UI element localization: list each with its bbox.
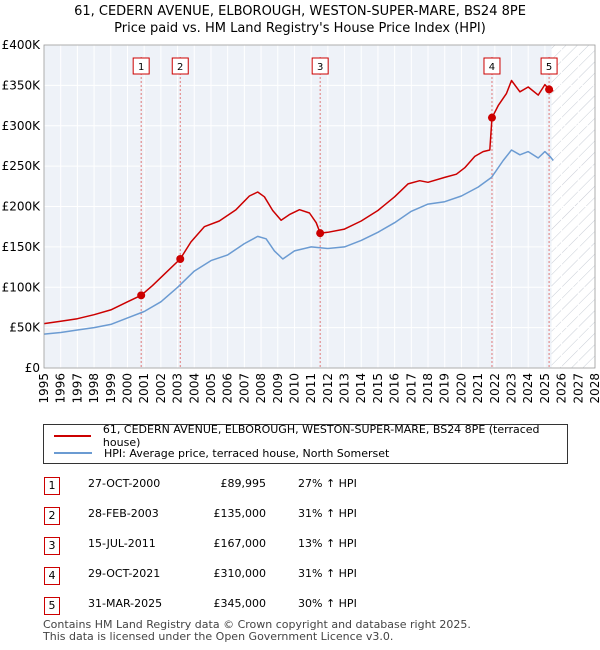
- x-tick-label: 1995: [37, 373, 51, 404]
- y-tick-label: £100K: [2, 280, 42, 294]
- sale-number-label: 1: [138, 62, 144, 73]
- sale-number-badge: 4: [44, 567, 60, 585]
- chart-title: 61, CEDERN AVENUE, ELBOROUGH, WESTON-SUP…: [74, 4, 526, 19]
- sale-date: 28-FEB-2003: [88, 507, 159, 520]
- x-tick-label: 2025: [538, 373, 552, 404]
- legend-label-hpi: HPI: Average price, terraced house, Nort…: [104, 446, 390, 460]
- sale-number-label: 3: [317, 62, 323, 73]
- legend-swatch-hpi: [54, 452, 92, 454]
- x-tick-label: 2003: [171, 373, 185, 404]
- sale-hpi-change: 31% ↑ HPI: [298, 507, 357, 520]
- sale-number-badge: 1: [44, 477, 60, 495]
- x-tick-label: 2026: [555, 373, 569, 404]
- sale-number-box: [171, 57, 189, 75]
- sale-number-label: 5: [546, 62, 552, 73]
- y-tick-label: £200K: [2, 200, 42, 214]
- x-tick-label: 2013: [338, 373, 352, 404]
- x-tick-label: 2000: [120, 373, 134, 404]
- legend-item-property: 61, CEDERN AVENUE, ELBOROUGH, WESTON-SUP…: [54, 423, 567, 449]
- sale-date: 27-OCT-2000: [88, 477, 161, 490]
- x-tick-label: 2017: [404, 373, 418, 404]
- legend-swatch-property: [54, 435, 91, 437]
- sale-number-box: [132, 57, 150, 75]
- legend-item-hpi: HPI: Average price, terraced house, Nort…: [54, 445, 389, 461]
- x-tick-label: 2019: [438, 373, 452, 404]
- sale-price: £310,000: [213, 567, 267, 580]
- y-tick-label: £0: [25, 361, 40, 375]
- x-tick-label: 1999: [104, 373, 118, 404]
- sale-date: 31-MAR-2025: [88, 597, 163, 610]
- sale-number-box: [483, 57, 501, 75]
- x-tick-label: 2020: [454, 373, 468, 404]
- y-tick-label: £400K: [2, 38, 42, 52]
- x-tick-label: 2027: [571, 373, 585, 404]
- x-tick-label: 2010: [287, 373, 301, 404]
- x-tick-label: 2007: [237, 373, 251, 404]
- x-tick-label: 2015: [371, 373, 385, 404]
- sale-row: 5 31-MAR-2025 £345,000 30% ↑ HPI: [44, 592, 464, 622]
- x-tick-label: 1998: [87, 373, 101, 404]
- x-tick-label: 2024: [521, 373, 535, 404]
- x-tick-label: 2006: [221, 373, 235, 404]
- sale-number-box: [540, 57, 558, 75]
- x-tick-label: 1996: [54, 373, 68, 404]
- sale-date: 29-OCT-2021: [88, 567, 161, 580]
- x-tick-label: 2028: [588, 373, 600, 404]
- x-tick-label: 2016: [388, 373, 402, 404]
- y-tick-label: £50K: [9, 321, 41, 335]
- x-tick-label: 2012: [321, 373, 335, 404]
- sale-point: [487, 113, 496, 122]
- x-tick-label: 2022: [488, 373, 502, 404]
- legend-label-property: 61, CEDERN AVENUE, ELBOROUGH, WESTON-SUP…: [102, 423, 540, 449]
- x-tick-label: 2001: [137, 373, 151, 404]
- sale-price: £345,000: [213, 597, 267, 610]
- x-tick-label: 1997: [70, 373, 84, 404]
- sale-number-box: [311, 57, 329, 75]
- sale-point: [545, 85, 554, 94]
- sale-hpi-change: 30% ↑ HPI: [298, 597, 357, 610]
- x-tick-label: 2008: [254, 373, 268, 404]
- sale-number-label: 2: [177, 62, 183, 73]
- sale-row: 1 27-OCT-2000 £89,995 27% ↑ HPI: [44, 472, 464, 502]
- sale-hpi-change: 31% ↑ HPI: [298, 567, 357, 580]
- x-tick-label: 2023: [505, 373, 519, 404]
- footer-licence: This data is licensed under the Open Gov…: [43, 630, 394, 643]
- footer: Contains HM Land Registry data © Crown c…: [43, 619, 471, 643]
- sale-number-badge: 2: [44, 507, 60, 525]
- sale-hpi-change: 13% ↑ HPI: [298, 537, 357, 550]
- sale-number-badge: 3: [44, 537, 60, 555]
- sale-hpi-change: 27% ↑ HPI: [298, 477, 357, 490]
- sale-row: 3 15-JUL-2011 £167,000 13% ↑ HPI: [44, 532, 464, 562]
- x-tick-label: 2014: [354, 373, 368, 404]
- sale-price: £167,000: [213, 537, 267, 550]
- y-tick-label: £150K: [2, 240, 42, 254]
- sale-number-label: 4: [489, 62, 495, 73]
- x-tick-label: 2002: [154, 373, 168, 404]
- x-tick-label: 2009: [271, 373, 285, 404]
- sale-point: [137, 291, 146, 300]
- legend: 61, CEDERN AVENUE, ELBOROUGH, WESTON-SUP…: [43, 423, 568, 464]
- sale-row: 4 29-OCT-2021 £310,000 31% ↑ HPI: [44, 562, 464, 592]
- chart-subtitle: Price paid vs. HM Land Registry's House …: [114, 21, 486, 36]
- x-tick-label: 2004: [187, 373, 201, 404]
- x-tick-label: 2005: [204, 373, 218, 404]
- sale-row: 2 28-FEB-2003 £135,000 31% ↑ HPI: [44, 502, 464, 532]
- x-tick-label: 2018: [421, 373, 435, 404]
- sale-date: 15-JUL-2011: [88, 537, 156, 550]
- sales-table: 1 27-OCT-2000 £89,995 27% ↑ HPI 2 28-FEB…: [44, 472, 464, 622]
- sale-point: [316, 229, 325, 238]
- y-tick-label: £250K: [2, 159, 42, 173]
- sale-point: [176, 254, 185, 263]
- x-tick-label: 2021: [471, 373, 485, 404]
- chart-area: 1 2 3 4 5 £0 £50K £100K £150K £200K £250K £300K £35…: [2, 38, 600, 404]
- sale-price: £89,995: [220, 477, 267, 490]
- x-tick-label: 2011: [304, 373, 318, 404]
- sale-number-badge: 5: [44, 597, 60, 615]
- hpi-series-line: [43, 149, 554, 335]
- plot-frame: [43, 44, 596, 369]
- y-tick-label: £300K: [2, 119, 42, 133]
- footer-copyright: Contains HM Land Registry data © Crown c…: [43, 618, 471, 631]
- sale-price: £135,000: [213, 507, 267, 520]
- y-tick-label: £350K: [2, 78, 42, 92]
